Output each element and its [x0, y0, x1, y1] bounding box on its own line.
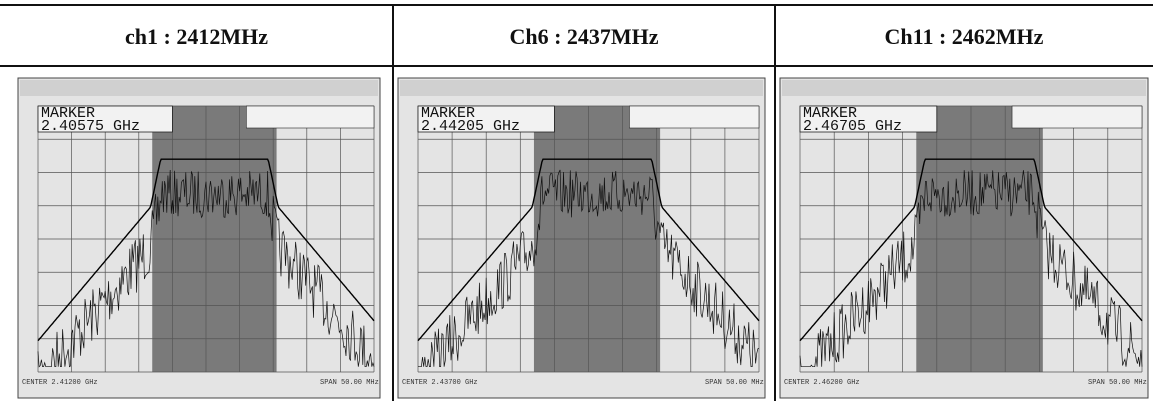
marker-value: 2.44205 GHz [421, 118, 520, 135]
screen-header [782, 80, 1146, 96]
screen-header [20, 80, 378, 96]
column-header: ch1 : 2412MHz [125, 24, 268, 49]
max-hold-trace [37, 158, 375, 342]
marker-label: MARKER [41, 105, 95, 122]
center-frequency: CENTER 2.43700 GHz [402, 379, 478, 387]
marker-box [799, 105, 938, 133]
noise-trace [418, 169, 760, 368]
noise-trace [799, 170, 1143, 368]
channel-power-box [1011, 105, 1143, 129]
span: SPAN 50.00 MHz [320, 379, 379, 387]
channel-power-box [629, 105, 760, 129]
screen-header [400, 80, 763, 96]
column-header: Ch6 : 2437MHz [509, 24, 658, 49]
marker-box [37, 105, 173, 133]
marker-value: 2.40575 GHz [41, 118, 140, 135]
noise-trace [37, 169, 375, 368]
center-frequency: CENTER 2.46200 GHz [784, 379, 860, 387]
max-hold-trace [799, 158, 1143, 342]
span: SPAN 50.00 MHz [705, 379, 764, 387]
marker-value: 2.46705 GHz [803, 118, 902, 135]
max-hold-trace [417, 158, 760, 342]
span: SPAN 50.00 MHz [1088, 379, 1147, 387]
marker-label: MARKER [421, 105, 475, 122]
channel-power-box [246, 105, 375, 129]
marker-box [417, 105, 555, 133]
marker-label: MARKER [803, 105, 857, 122]
column-header: Ch11 : 2462MHz [885, 24, 1044, 49]
center-frequency: CENTER 2.41200 GHz [22, 379, 98, 387]
